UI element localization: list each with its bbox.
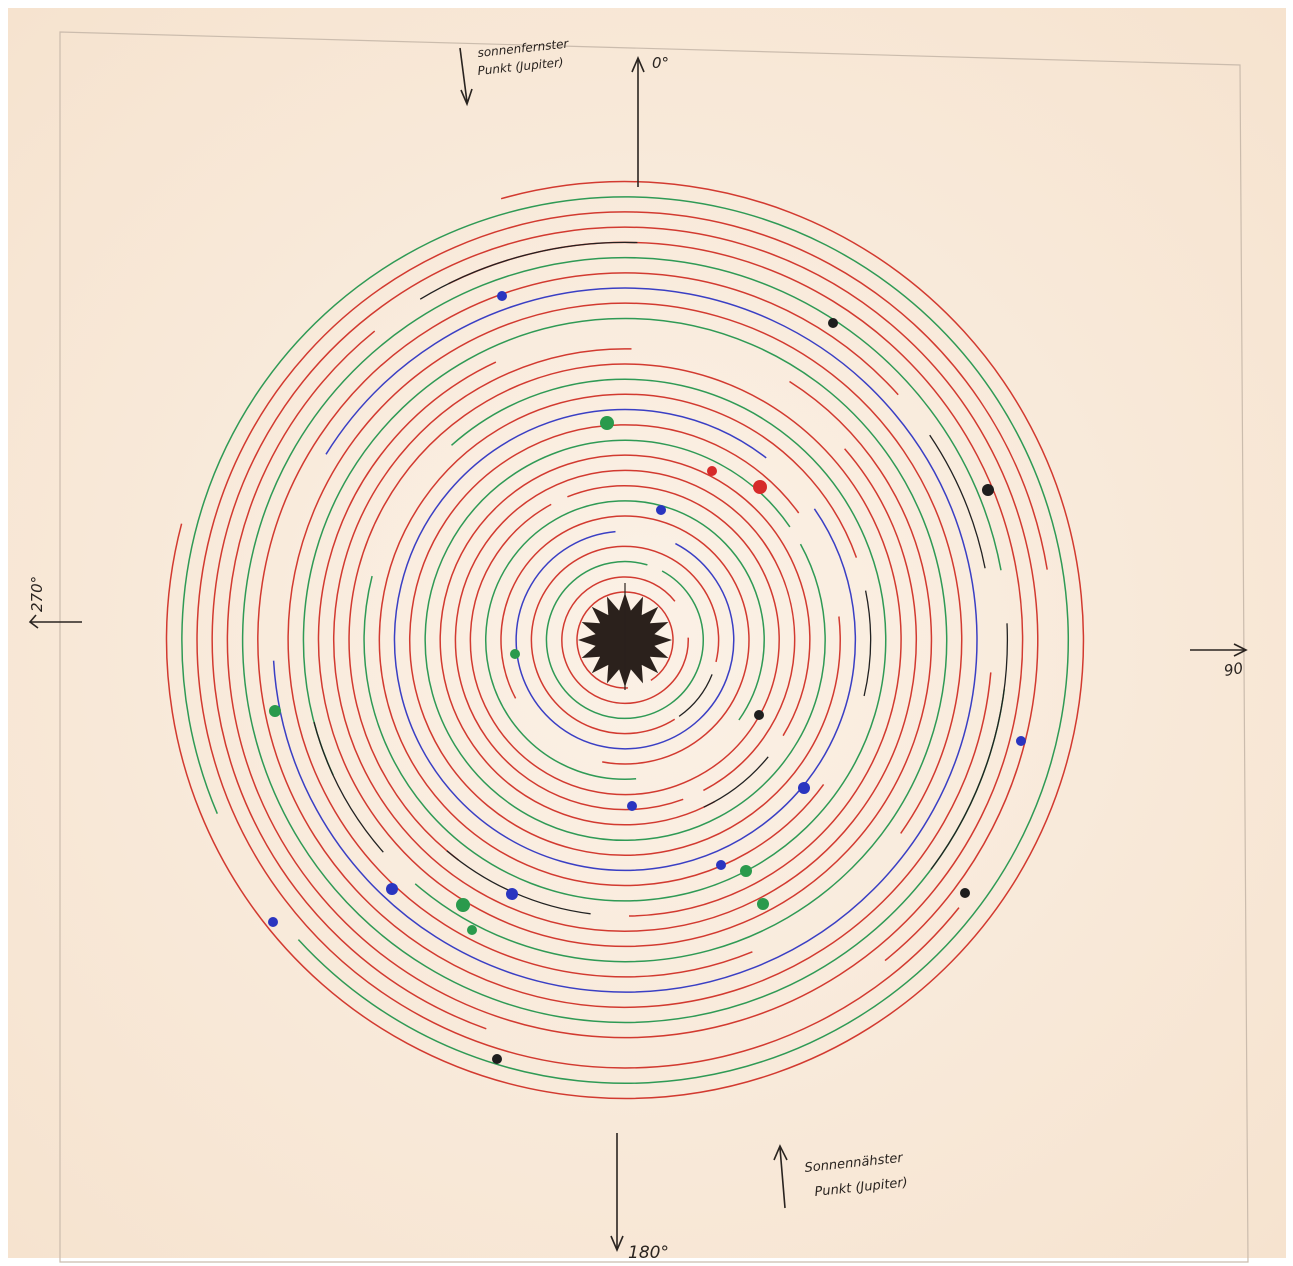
angle-90: 90 [1223, 659, 1245, 680]
orbit-arc [469, 485, 780, 796]
orbit-arc [863, 590, 872, 697]
planet-dot [510, 649, 520, 659]
orbit-arc [226, 241, 1024, 1039]
planet-dot [754, 710, 764, 720]
planet-dot [467, 925, 477, 935]
orbit-arc [424, 439, 826, 842]
planet-dot [506, 888, 518, 900]
angle-180: 180° [628, 1243, 669, 1263]
planet-dot [269, 705, 281, 717]
orbit-arc [678, 674, 713, 717]
orbit-arc [576, 591, 674, 689]
orbit-arc [363, 378, 887, 902]
orbit-arc [348, 363, 902, 917]
arrow-head-90 [1233, 643, 1248, 657]
arrow-head-180 [610, 1235, 624, 1253]
arrow-head-top-note [460, 88, 473, 107]
orbit-arc [211, 226, 1039, 1030]
planet-dot [740, 865, 752, 877]
orbit-arc [196, 211, 1048, 1069]
orbit-arc [181, 196, 1070, 1085]
planet-dot [707, 466, 717, 476]
arrow-top-note [459, 47, 468, 103]
orbit-rings [165, 180, 1085, 1100]
orbit-arc [930, 623, 1009, 870]
arrow-head-270 [28, 614, 39, 629]
planet-dot [1016, 736, 1026, 746]
planet-dots [268, 291, 1026, 1064]
planet-dot [386, 883, 398, 895]
orbit-arc [241, 256, 1006, 1024]
orbit-arc [419, 241, 638, 300]
orbit-arc [257, 272, 992, 1009]
orbit-arc [313, 721, 384, 853]
arrow-head-bottom-note [773, 1144, 788, 1161]
orbit-arc [561, 576, 689, 705]
orbit-arc [929, 434, 986, 569]
orbit-arc [545, 560, 704, 720]
orbit-arc [485, 500, 765, 780]
planet-dot [456, 898, 470, 912]
planet-dot [798, 782, 810, 794]
axis-arrows [28, 47, 1248, 1253]
arrow-bottom-note [779, 1147, 786, 1209]
planet-dot [960, 888, 970, 898]
orbit-arc [333, 348, 917, 932]
planet-dot [982, 484, 994, 496]
orbit-arc [409, 424, 841, 856]
orbit-arc [378, 393, 858, 887]
orbit-arc [500, 515, 750, 765]
orbit-arc [165, 180, 1085, 1100]
planet-dot [716, 860, 726, 870]
planet-dot [627, 801, 637, 811]
angle-0: 0° [652, 54, 669, 72]
planet-dot [753, 480, 767, 494]
orbit-arc [530, 545, 720, 735]
angle-270: 270° [28, 576, 46, 612]
orbit-arc [515, 530, 735, 750]
planet-dot [497, 291, 507, 301]
planet-dot [656, 505, 666, 515]
orbit-arc [272, 287, 978, 993]
planet-dot [268, 917, 278, 927]
planet-dot [828, 318, 838, 328]
orbit-arc [454, 469, 796, 811]
planet-dot [757, 898, 769, 910]
orbit-arc [287, 302, 963, 978]
orbit-arc [439, 454, 811, 826]
planet-dot [492, 1054, 502, 1064]
planet-dot [600, 416, 614, 430]
orbit-arc [317, 361, 933, 948]
plate-edge [59, 31, 1249, 1263]
orbit-arc [703, 756, 769, 808]
orbit-arc [302, 317, 948, 963]
arrow-head-0 [631, 55, 645, 73]
orbit-arc [393, 408, 857, 872]
